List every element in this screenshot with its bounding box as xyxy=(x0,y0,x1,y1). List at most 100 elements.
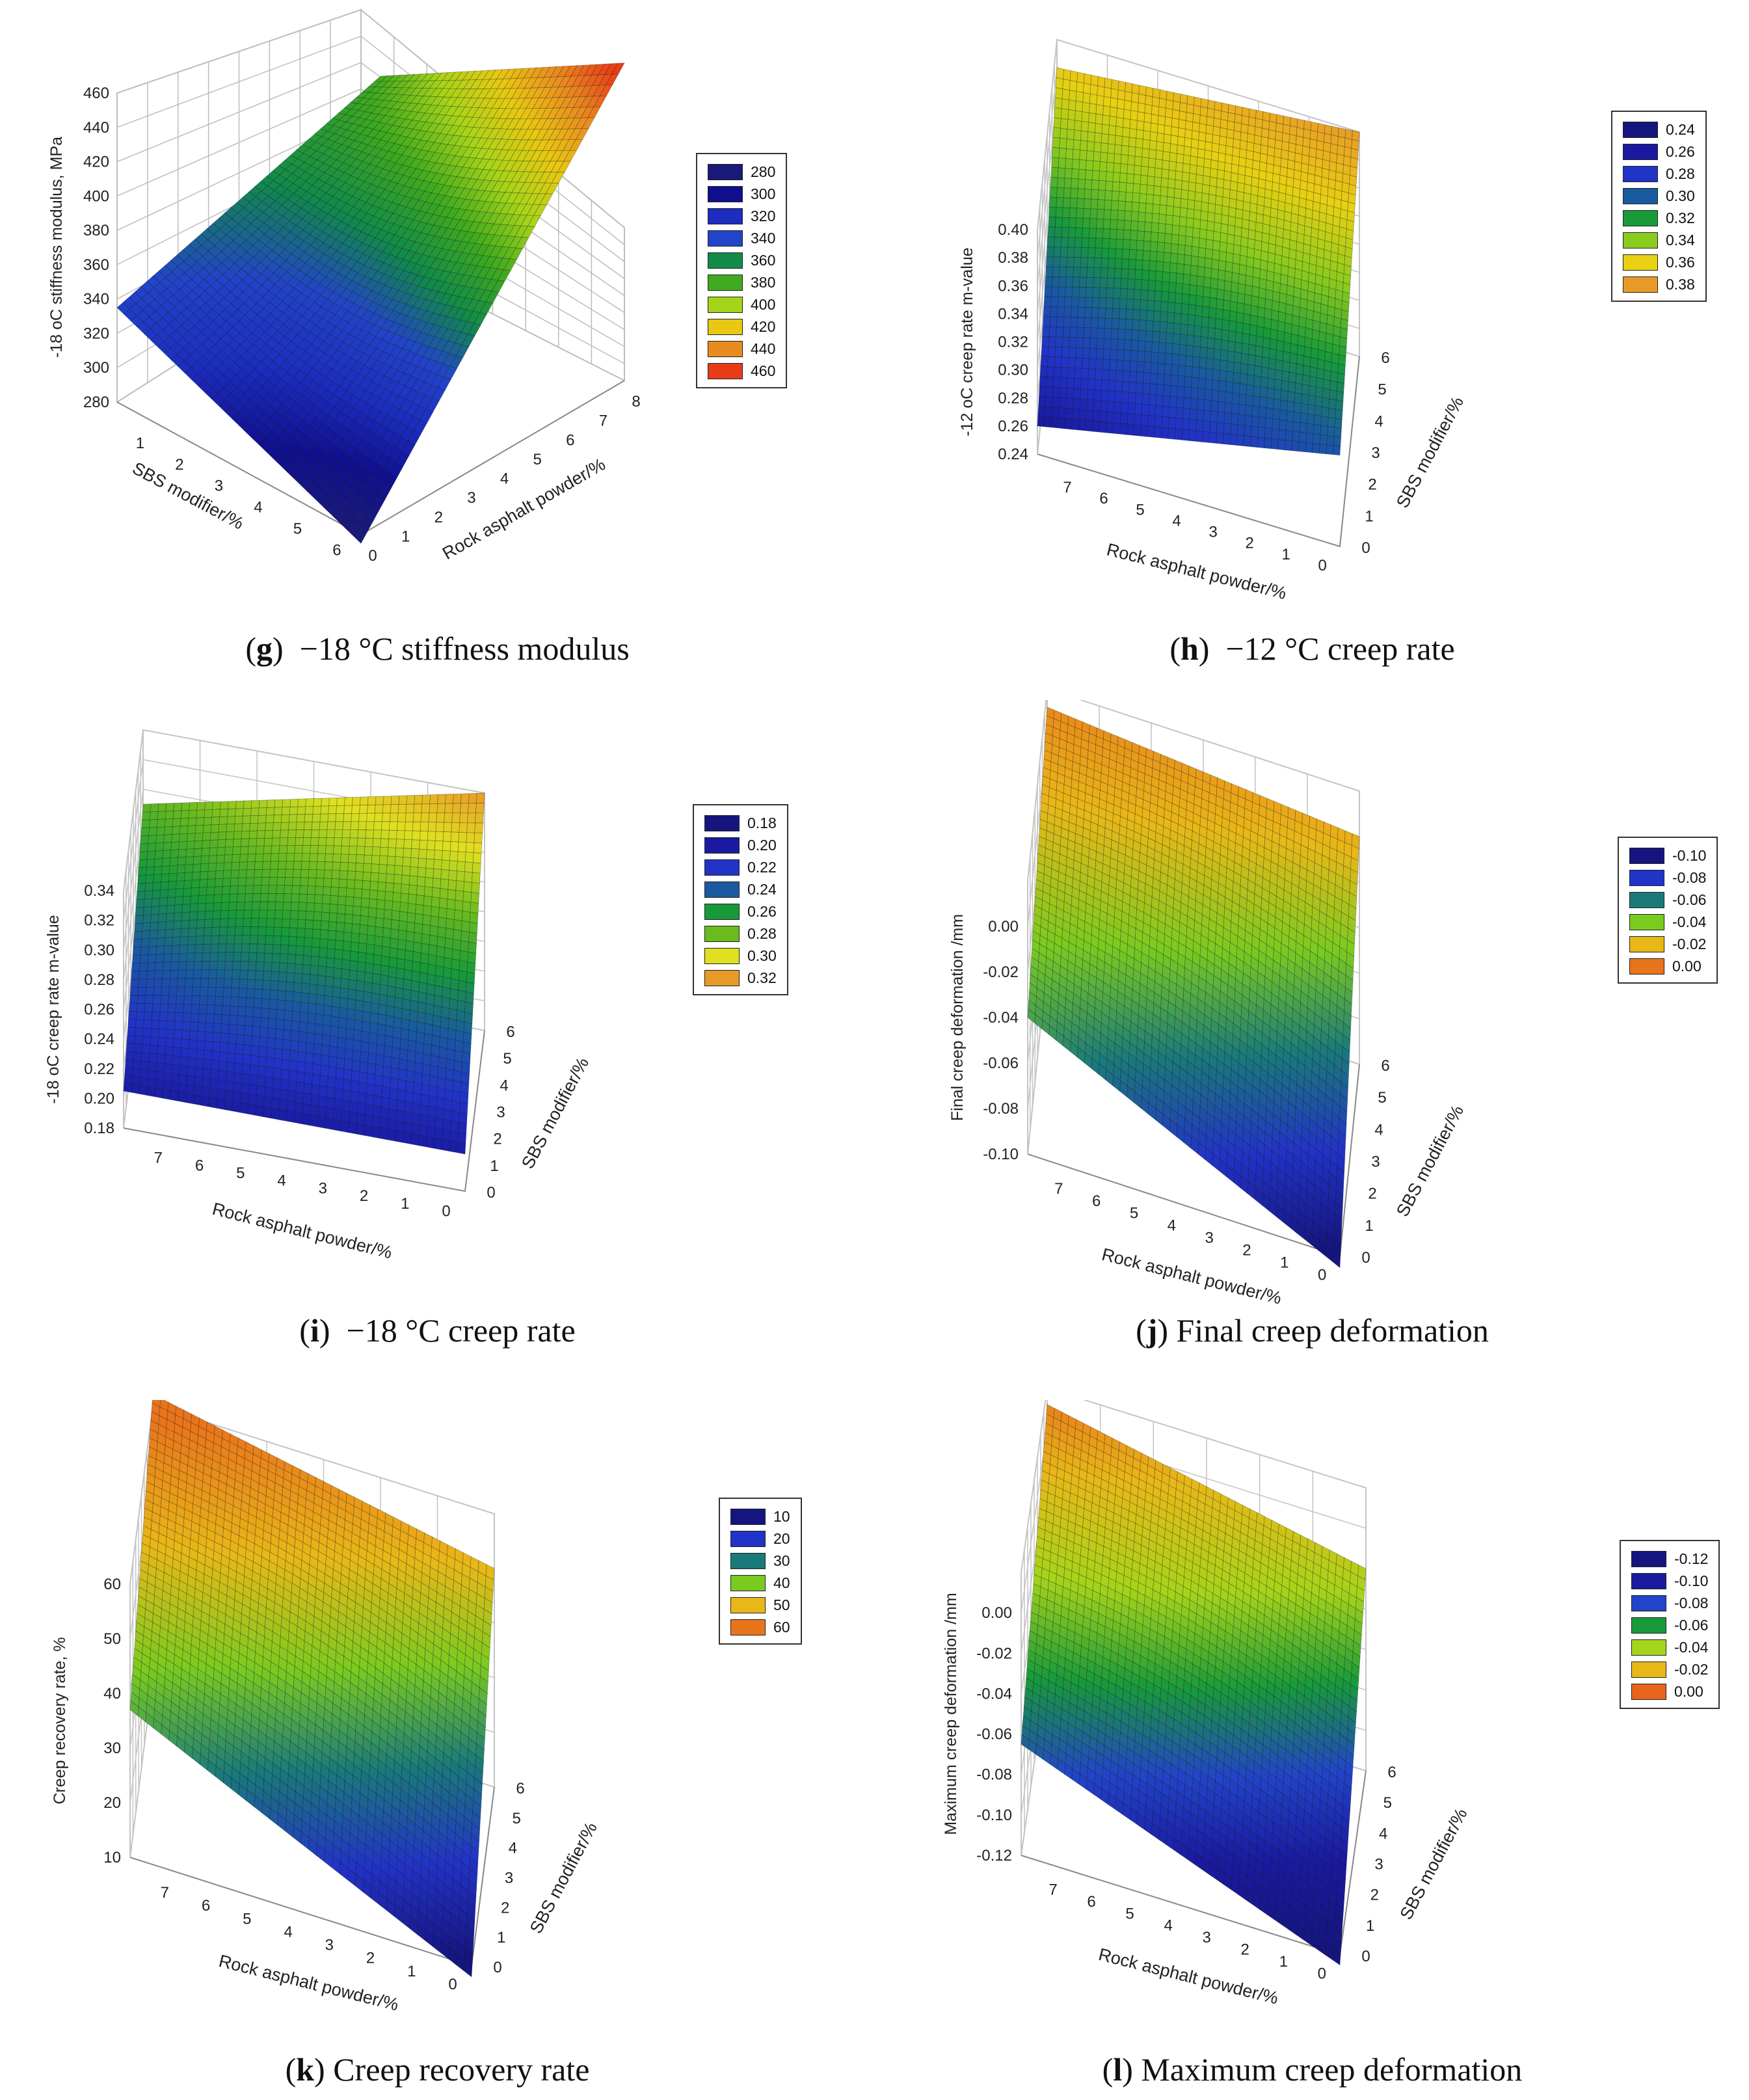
x-tick-label: 4 xyxy=(1172,512,1181,530)
surface-cell xyxy=(1335,409,1342,420)
surface-cell xyxy=(137,883,146,892)
z-tick-label: 420 xyxy=(83,154,109,171)
surface-cell xyxy=(1062,347,1069,358)
surface-cell xyxy=(229,894,237,902)
surface-cell xyxy=(1241,353,1248,364)
surface-cell xyxy=(1242,210,1249,221)
surface-cell xyxy=(326,967,334,977)
surface-cell xyxy=(1089,348,1097,358)
surface-cell xyxy=(138,875,146,883)
surface-cell xyxy=(1301,403,1308,414)
surface-cell xyxy=(462,1052,471,1064)
surface-cell xyxy=(430,1066,438,1077)
z-tick-label: 0.30 xyxy=(84,941,114,959)
surface-cell xyxy=(1082,102,1089,113)
surface-cell xyxy=(406,931,414,942)
surface-cell xyxy=(140,947,149,955)
surface-cell xyxy=(1089,103,1097,114)
surface-cell xyxy=(1075,237,1082,247)
surface-cell xyxy=(233,952,241,962)
surface-cell xyxy=(157,1055,165,1064)
surface-cell xyxy=(1136,372,1143,383)
surface-cell xyxy=(132,1076,140,1085)
surface-cell xyxy=(1157,373,1164,384)
surface-cell xyxy=(1053,128,1060,139)
surface-cell xyxy=(1117,90,1125,100)
surface-cell xyxy=(1077,198,1084,209)
surface-cell xyxy=(1234,362,1241,373)
surface-cell xyxy=(147,963,155,971)
surface-cell xyxy=(1290,118,1298,128)
surface-cell xyxy=(126,1059,134,1068)
surface-cell xyxy=(397,1100,405,1112)
surface-cell xyxy=(442,1129,451,1141)
surface-cell xyxy=(373,1096,382,1107)
surface-cell xyxy=(371,993,380,1004)
legend-entry: 0.28 xyxy=(1623,163,1695,185)
surface-cell xyxy=(249,1075,258,1086)
surface-cell xyxy=(314,903,323,912)
surface-cell xyxy=(397,949,406,960)
surface-cell xyxy=(1107,412,1114,423)
surface-cell xyxy=(351,1070,360,1082)
surface-cell xyxy=(1110,219,1117,229)
surface-cell xyxy=(296,1082,304,1094)
surface-cell xyxy=(226,831,234,839)
surface-cell xyxy=(389,957,397,968)
surface-cell xyxy=(241,839,249,846)
legend-entry: 0.18 xyxy=(704,812,777,834)
surface-cell xyxy=(1212,370,1220,381)
surface-cell xyxy=(427,984,435,995)
surface-cell xyxy=(170,1082,179,1092)
surface-cell xyxy=(1227,361,1234,372)
surface-cell xyxy=(1117,230,1124,239)
surface-cell xyxy=(1207,348,1214,359)
surface-cell xyxy=(423,1054,431,1066)
surface-cell xyxy=(1244,314,1251,325)
surface-cell xyxy=(202,848,210,856)
surface-cell xyxy=(332,870,340,879)
surface-cell xyxy=(1190,398,1197,409)
surface-cell xyxy=(328,921,337,931)
surface-cell xyxy=(302,846,311,854)
surface-cell xyxy=(1169,273,1177,283)
surface-cell xyxy=(138,988,146,996)
surface-cell xyxy=(157,819,165,828)
surface-cell xyxy=(135,1028,144,1036)
surface-cell xyxy=(339,1017,347,1029)
surface-cell xyxy=(1048,227,1055,237)
surface-cell xyxy=(436,822,444,832)
surface-cell xyxy=(323,1015,332,1026)
surface-cell xyxy=(1086,151,1093,161)
surface-cell xyxy=(1218,401,1225,412)
surface-cell xyxy=(456,1020,464,1032)
surface-cell xyxy=(437,803,446,813)
surface-cell xyxy=(174,1030,182,1039)
surface-cell xyxy=(1119,319,1126,329)
surface-cell xyxy=(304,947,312,956)
surface-cell xyxy=(386,865,395,874)
surface-cell xyxy=(243,919,252,927)
surface-cell xyxy=(310,975,318,985)
surface-cell xyxy=(343,941,351,951)
surface-cell xyxy=(230,1015,238,1025)
surface-cell xyxy=(1169,418,1176,429)
surface-cell xyxy=(287,1111,295,1123)
surface-cell xyxy=(1318,124,1325,134)
surface-cell xyxy=(434,1138,442,1150)
surface-cell xyxy=(139,859,147,868)
surface-cell xyxy=(1070,81,1077,92)
surface-cell xyxy=(203,944,211,952)
surface-cell xyxy=(457,852,466,862)
surface-cell xyxy=(433,1015,441,1027)
surface-cell xyxy=(403,848,412,857)
surface-cell xyxy=(247,870,255,878)
surface-cell xyxy=(1327,436,1334,446)
surface-cell xyxy=(391,919,399,930)
surface-cell xyxy=(260,1017,269,1028)
surface-cell xyxy=(1123,371,1130,382)
y-axis-label: SBS modifier/% xyxy=(1393,394,1467,511)
surface-cell xyxy=(1041,357,1048,367)
surface-cell xyxy=(161,882,169,890)
surface-cell xyxy=(139,971,148,980)
